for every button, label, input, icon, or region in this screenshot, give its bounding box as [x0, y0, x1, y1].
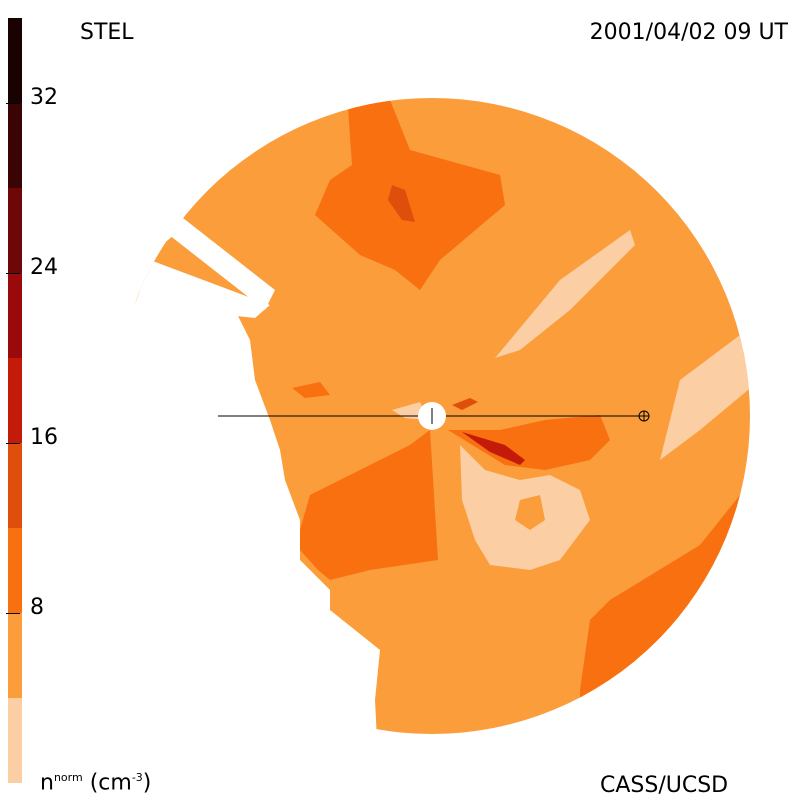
colorbar-tick-mark	[6, 443, 20, 444]
units-sup: norm	[53, 771, 83, 784]
colorbar-level-3	[8, 443, 22, 528]
density-contour-light-lobe-inner	[515, 495, 545, 530]
data-gap	[135, 260, 270, 318]
instrument-label: STEL	[80, 20, 134, 45]
data-gap	[150, 200, 275, 310]
density-contour-small-spot	[452, 398, 478, 410]
colorbar-level-7	[8, 103, 22, 188]
colorbar-level-1	[8, 613, 22, 698]
colorbar-tick-label: 24	[30, 255, 58, 280]
colorbar-tick-label: 8	[30, 595, 44, 620]
colorbar-level-4	[8, 358, 22, 443]
units-base: n	[40, 770, 54, 796]
credit-label: CASS/UCSD	[600, 773, 729, 798]
density-contour-light-streak	[495, 230, 635, 358]
earth-icon	[638, 410, 650, 422]
colorbar-tick-label: 32	[30, 85, 58, 110]
density-contour-streak-right-peak	[462, 432, 525, 465]
colorbar-tick-mark	[6, 613, 20, 614]
units-exp: -3	[131, 771, 143, 784]
colorbar-level-5	[8, 273, 22, 358]
colorbar-level-0	[8, 698, 22, 783]
colorbar-level-2	[8, 528, 22, 613]
colorbar-tick-mark	[6, 103, 20, 104]
colorbar-tick-mark	[6, 273, 20, 274]
units-close: )	[142, 770, 152, 796]
density-contour-small-spot	[292, 382, 330, 398]
colorbar-tick-label: 16	[30, 425, 58, 450]
colorbar	[8, 18, 22, 783]
density-disk	[130, 98, 750, 734]
density-contour-lower-left	[300, 430, 438, 580]
units-open: (cm	[82, 770, 132, 796]
density-contour-upper	[315, 100, 505, 290]
timestamp-label: 2001/04/02 09 UT	[589, 20, 788, 45]
density-contour-light-edge	[660, 335, 750, 460]
units-label: nnorm (cm-3)	[40, 772, 151, 794]
density-contour-streak-right	[448, 415, 610, 470]
colorbar-level-6	[8, 188, 22, 273]
colorbar-level-8	[8, 18, 22, 103]
density-contour-upper-peak	[388, 185, 415, 222]
